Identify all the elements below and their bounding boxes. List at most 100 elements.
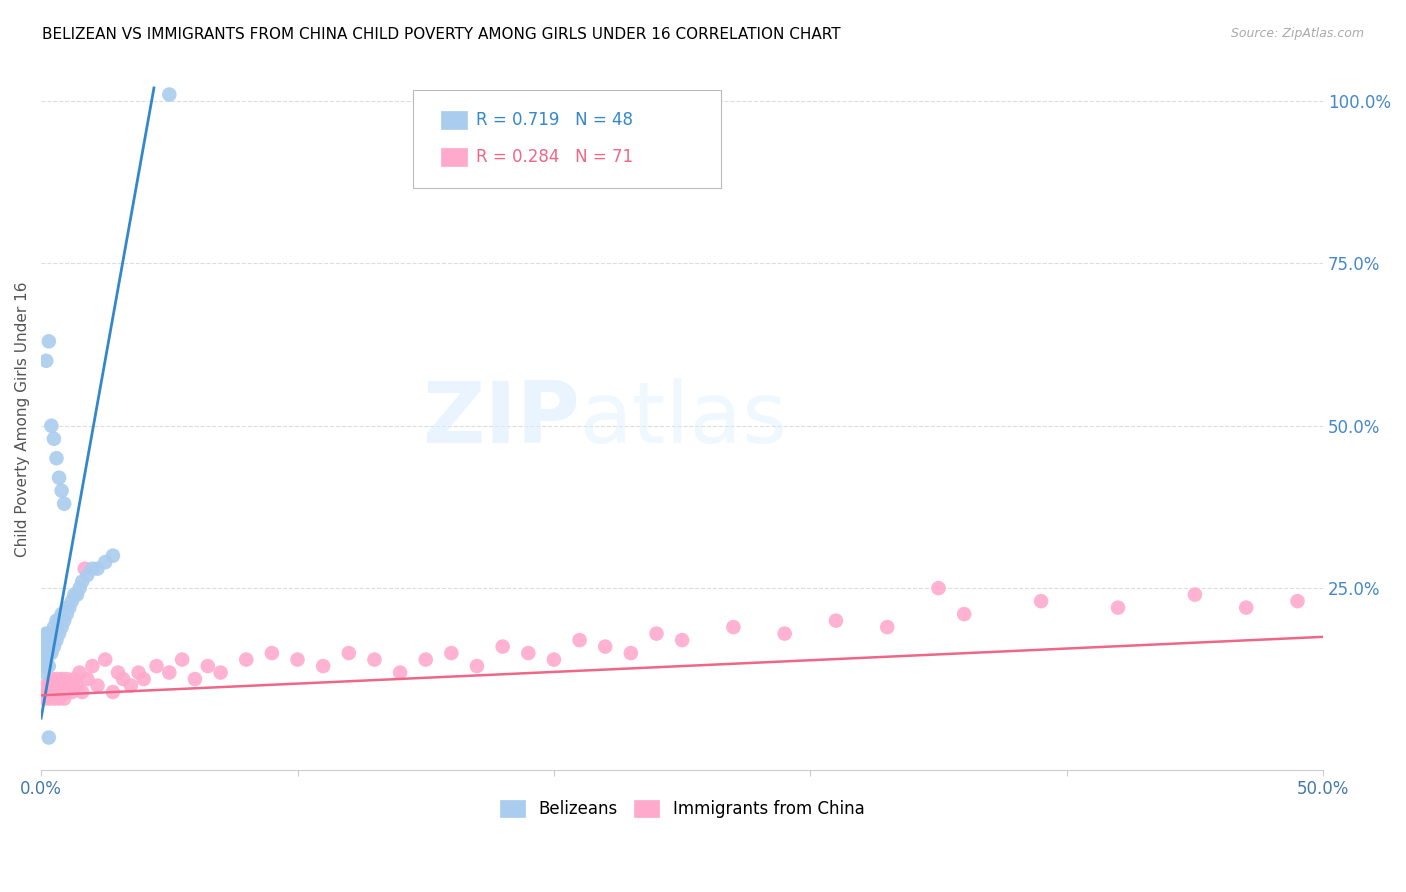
Point	[70, 685, 93, 699]
Point	[82, 561, 104, 575]
Point	[53, 497, 76, 511]
Point	[66, 679, 89, 693]
Point	[69, 665, 91, 680]
Point	[928, 581, 950, 595]
Point	[41, 685, 63, 699]
Point	[32, 652, 55, 666]
Point	[184, 672, 207, 686]
Point	[107, 665, 129, 680]
Point	[35, 652, 58, 666]
Point	[55, 672, 77, 686]
Legend: Belizeans, Immigrants from China: Belizeans, Immigrants from China	[494, 793, 870, 825]
Point	[235, 652, 257, 666]
Point	[51, 685, 73, 699]
Point	[773, 626, 796, 640]
Point	[69, 581, 91, 595]
Point	[32, 640, 55, 654]
Point	[55, 600, 77, 615]
Point	[145, 659, 167, 673]
Point	[42, 691, 65, 706]
Point	[45, 451, 67, 466]
Point	[42, 679, 65, 693]
Point	[53, 679, 76, 693]
Point	[51, 607, 73, 621]
Point	[60, 685, 83, 699]
Point	[35, 626, 58, 640]
Point	[132, 672, 155, 686]
FancyBboxPatch shape	[441, 148, 467, 166]
Point	[86, 561, 108, 575]
Point	[41, 646, 63, 660]
Point	[51, 620, 73, 634]
Point	[55, 685, 77, 699]
Point	[363, 652, 385, 666]
Point	[1184, 588, 1206, 602]
Point	[76, 568, 98, 582]
Point	[415, 652, 437, 666]
Point	[620, 646, 643, 660]
Point	[42, 640, 65, 654]
Point	[32, 665, 55, 680]
Point	[465, 659, 488, 673]
Point	[197, 659, 219, 673]
Point	[568, 633, 591, 648]
Text: atlas: atlas	[579, 377, 787, 461]
Point	[63, 588, 86, 602]
Point	[41, 633, 63, 648]
Point	[60, 594, 83, 608]
Text: ZIP: ZIP	[422, 377, 579, 461]
Point	[287, 652, 309, 666]
Point	[41, 672, 63, 686]
Point	[86, 679, 108, 693]
Point	[723, 620, 745, 634]
Point	[58, 679, 80, 693]
Point	[94, 652, 117, 666]
Point	[1029, 594, 1052, 608]
Point	[953, 607, 976, 621]
Point	[45, 685, 67, 699]
Point	[35, 646, 58, 660]
Point	[1107, 600, 1129, 615]
Point	[38, 659, 60, 673]
Point	[55, 607, 77, 621]
Point	[825, 614, 848, 628]
Point	[128, 665, 150, 680]
Point	[337, 646, 360, 660]
Point	[491, 640, 513, 654]
Point	[76, 672, 98, 686]
Point	[440, 646, 463, 660]
Point	[38, 691, 60, 706]
Point	[389, 665, 412, 680]
Text: BELIZEAN VS IMMIGRANTS FROM CHINA CHILD POVERTY AMONG GIRLS UNDER 16 CORRELATION: BELIZEAN VS IMMIGRANTS FROM CHINA CHILD …	[42, 27, 841, 42]
Point	[45, 672, 67, 686]
Point	[101, 685, 124, 699]
Point	[48, 614, 70, 628]
Point	[58, 600, 80, 615]
Point	[112, 672, 135, 686]
Point	[38, 626, 60, 640]
Point	[1286, 594, 1309, 608]
Point	[42, 620, 65, 634]
Point	[45, 633, 67, 648]
Point	[35, 353, 58, 368]
Point	[157, 87, 180, 102]
Point	[38, 679, 60, 693]
Point	[671, 633, 693, 648]
Point	[38, 334, 60, 349]
Point	[1234, 600, 1257, 615]
Point	[66, 588, 89, 602]
Point	[517, 646, 540, 660]
Point	[70, 574, 93, 589]
Text: R = 0.719   N = 48: R = 0.719 N = 48	[475, 112, 633, 129]
Point	[260, 646, 283, 660]
Point	[876, 620, 898, 634]
Point	[45, 614, 67, 628]
Point	[51, 672, 73, 686]
Point	[209, 665, 232, 680]
FancyBboxPatch shape	[413, 89, 721, 188]
Point	[53, 691, 76, 706]
Point	[41, 418, 63, 433]
Point	[35, 633, 58, 648]
Point	[172, 652, 194, 666]
Point	[73, 561, 96, 575]
